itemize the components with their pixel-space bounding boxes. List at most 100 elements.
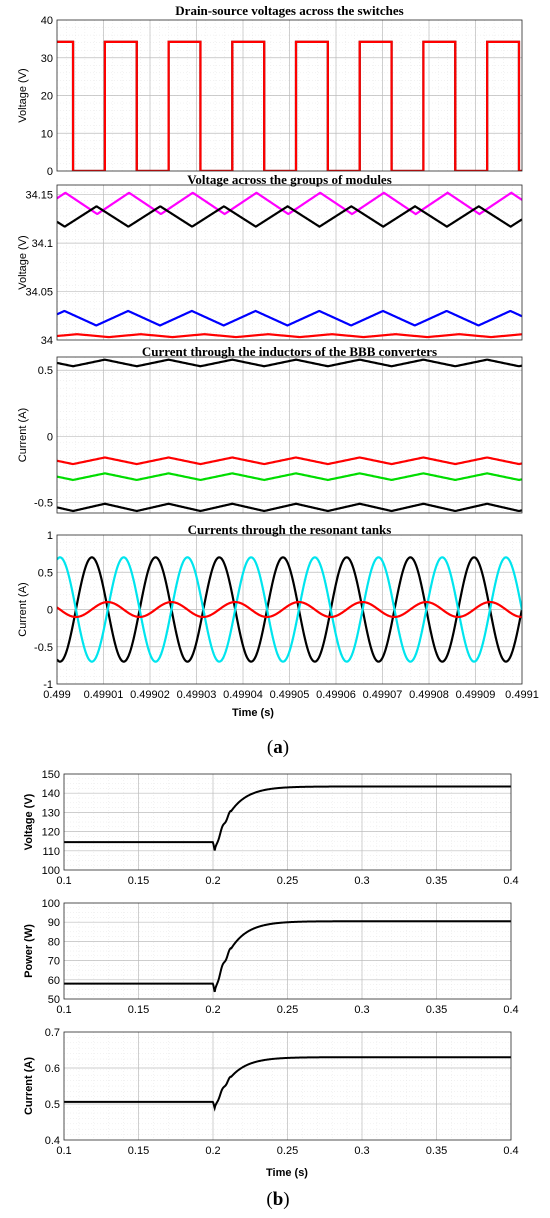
axes-box xyxy=(63,773,512,871)
x-tick-label: 0.15 xyxy=(128,875,149,887)
series-line-1 xyxy=(57,556,522,663)
chart-a4: -1 -0.5 0 0.5 1 0.499 0.49901 0.49902 0.49903 0.4… xyxy=(17,522,539,701)
x-tick-label: 0.3 xyxy=(354,1004,369,1016)
y-tick-label: 0.5 xyxy=(38,365,53,377)
y-tick-label: 80 xyxy=(48,936,60,948)
x-tick-label: 0.49903 xyxy=(177,689,217,701)
chart-title: Voltage across the groups of modules xyxy=(187,172,392,187)
x-tick-label: 0.4 xyxy=(503,1145,518,1157)
series-line-3 xyxy=(57,309,522,327)
chart-title: Drain-source voltages across the switche… xyxy=(175,3,403,18)
x-tick-label: 0.2 xyxy=(205,875,220,887)
series-group xyxy=(64,1056,511,1112)
y-tick-label: 34 xyxy=(41,335,53,347)
x-tick-label: 0.49905 xyxy=(270,689,310,701)
x-tick-label: 0.49904 xyxy=(223,689,263,701)
x-tick-label: 0.3 xyxy=(354,1145,369,1157)
y-axis-label: Voltage (V) xyxy=(23,793,35,850)
major-grid xyxy=(57,20,522,171)
y-tick-label: 34.15 xyxy=(25,190,53,202)
series-group xyxy=(57,40,522,171)
y-tick-label: 0.4 xyxy=(45,1135,60,1147)
series-line-2 xyxy=(57,556,522,663)
major-grid xyxy=(57,535,522,684)
x-tick-label: 0.25 xyxy=(277,1145,298,1157)
x-tick-label: 0.49908 xyxy=(409,689,449,701)
y-tick-label: 0.7 xyxy=(45,1027,60,1039)
major-grid xyxy=(57,357,522,513)
y-tick-label: 100 xyxy=(42,898,60,910)
x-tick-label: 0.4 xyxy=(503,875,518,887)
x-tick-label: 0.49906 xyxy=(316,689,356,701)
chart-b3: 0.4 0.5 0.6 0.7 0.1 0.15 0.2 0.25 0.3 0.35 0.4 Curr… xyxy=(23,1027,519,1157)
x-tick-label: 0.1 xyxy=(56,1145,71,1157)
y-axis-label: Current (A) xyxy=(17,408,29,462)
y-axis-label: Voltage (V) xyxy=(17,235,29,289)
y-tick-label: 0 xyxy=(47,166,53,178)
series-line-1 xyxy=(64,785,511,851)
y-tick-label: 0 xyxy=(47,605,53,617)
chart-title: Currents through the resonant tanks xyxy=(188,522,392,537)
y-tick-label: 10 xyxy=(41,128,53,140)
x-tick-label: 0.49909 xyxy=(456,689,496,701)
y-tick-label: 120 xyxy=(42,827,60,839)
y-tick-label: 60 xyxy=(48,975,60,987)
y-axis-label: Current (A) xyxy=(17,582,29,636)
x-tick-label: 0.1 xyxy=(56,1004,71,1016)
y-tick-label: 1 xyxy=(47,530,53,542)
chart-b1: 100 110 120 130 140 150 0.1 0.15 0.2 0.25 0.3 0.35 0… xyxy=(23,769,519,887)
y-tick-label: -1 xyxy=(43,679,53,691)
series-line-4 xyxy=(57,333,522,339)
y-tick-label: 130 xyxy=(42,807,60,819)
axes-box xyxy=(56,534,523,685)
chart-a3: -0.5 0 0.5 Current through the inductors of… xyxy=(17,344,523,514)
y-tick-label: 34.05 xyxy=(25,287,53,299)
y-tick-label: 30 xyxy=(41,53,53,65)
y-tick-label: 0.5 xyxy=(38,567,53,579)
series-group xyxy=(57,358,522,513)
chart-a2: 34 34.05 34.1 34.15 Voltage across the group… xyxy=(17,172,523,347)
y-tick-label: 100 xyxy=(42,865,60,877)
series-line-1 xyxy=(57,191,522,216)
y-tick-label: 50 xyxy=(48,994,60,1006)
series-line-2 xyxy=(57,456,522,466)
y-tick-label: -0.5 xyxy=(34,497,53,509)
axes-box xyxy=(63,1031,512,1141)
series-line-2 xyxy=(57,40,522,171)
x-tick-label: 0.1 xyxy=(56,875,71,887)
axes-box xyxy=(63,902,512,1000)
series-line-3 xyxy=(57,600,522,619)
y-tick-label: 40 xyxy=(41,15,53,27)
figure-a-caption: (a) xyxy=(267,737,289,758)
figure-b-xlabel: Time (s) xyxy=(266,1167,308,1179)
axes-box xyxy=(56,356,523,514)
series-group xyxy=(64,785,511,851)
x-tick-label: 0.15 xyxy=(128,1145,149,1157)
figure-a-caption-letter: a xyxy=(273,737,283,758)
x-tick-label: 0.35 xyxy=(426,1004,447,1016)
y-axis-label: Current (A) xyxy=(23,1057,35,1115)
y-tick-label: 34.1 xyxy=(32,238,53,250)
x-tick-label: 0.2 xyxy=(205,1004,220,1016)
series-line-2 xyxy=(57,204,522,228)
major-grid xyxy=(64,1032,511,1140)
x-tick-label: 0.3 xyxy=(354,875,369,887)
series-line-1 xyxy=(64,1056,511,1112)
x-tick-label: 0.2 xyxy=(205,1145,220,1157)
axes-box xyxy=(56,184,523,341)
y-tick-label: 150 xyxy=(42,769,60,781)
x-tick-label: 0.4 xyxy=(503,1004,518,1016)
x-tick-label: 0.35 xyxy=(426,1145,447,1157)
series-line-4 xyxy=(57,502,522,513)
x-tick-label: 0.4991 xyxy=(505,689,539,701)
y-tick-label: 0 xyxy=(47,431,53,443)
y-tick-label: 20 xyxy=(41,91,53,103)
chart-b2: 50 60 70 80 90 100 0.1 0.15 0.2 0.25 0.3 0.35 0.4 Pow… xyxy=(23,898,519,1016)
series-group xyxy=(57,556,522,663)
x-tick-label: 0.49907 xyxy=(363,689,403,701)
y-tick-label: 110 xyxy=(42,846,60,858)
series-group xyxy=(57,191,522,339)
y-tick-label: 90 xyxy=(48,917,60,929)
